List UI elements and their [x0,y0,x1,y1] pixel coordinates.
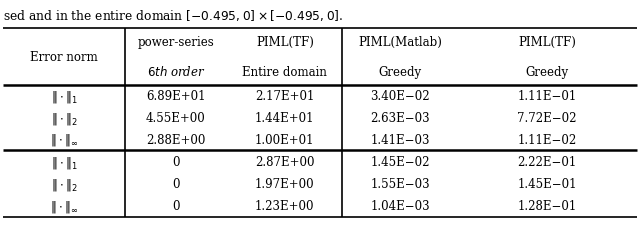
Text: $\|\cdot\|_2$: $\|\cdot\|_2$ [51,110,77,126]
Text: Error norm: Error norm [30,51,98,64]
Text: 2.17E+01: 2.17E+01 [255,90,314,103]
Text: 1.55E−03: 1.55E−03 [370,178,430,190]
Text: $\|\cdot\|_\infty$: $\|\cdot\|_\infty$ [50,132,78,148]
Text: $\|\cdot\|_\infty$: $\|\cdot\|_\infty$ [50,198,78,214]
Text: $\|\cdot\|_2$: $\|\cdot\|_2$ [51,176,77,192]
Text: PIML(TF): PIML(TF) [256,36,314,49]
Text: Greedy: Greedy [378,65,422,79]
Text: 3.40E−02: 3.40E−02 [370,90,430,103]
Text: 1.11E−02: 1.11E−02 [518,133,577,146]
Text: 0: 0 [172,200,180,213]
Text: 4.55E+00: 4.55E+00 [146,112,206,125]
Text: 1.04E−03: 1.04E−03 [370,200,430,213]
Text: 0: 0 [172,155,180,168]
Text: 0: 0 [172,178,180,190]
Text: 7.72E−02: 7.72E−02 [518,112,577,125]
Text: 1.11E−01: 1.11E−01 [518,90,577,103]
Text: 1.41E−03: 1.41E−03 [371,133,429,146]
Text: 2.63E−03: 2.63E−03 [370,112,430,125]
Text: power-series: power-series [138,36,214,49]
Text: 2.87E+00: 2.87E+00 [255,155,314,168]
Text: 1.44E+01: 1.44E+01 [255,112,314,125]
Text: 1.28E−01: 1.28E−01 [518,200,577,213]
Text: 1.45E−01: 1.45E−01 [518,178,577,190]
Text: 1.23E+00: 1.23E+00 [255,200,314,213]
Text: $6th$ order: $6th$ order [147,65,205,79]
Text: PIML(Matlab): PIML(Matlab) [358,36,442,49]
Text: Entire domain: Entire domain [243,65,327,79]
Text: 1.45E−02: 1.45E−02 [371,155,429,168]
Text: 6.89E+01: 6.89E+01 [147,90,205,103]
Text: Greedy: Greedy [525,65,569,79]
Text: 2.22E−01: 2.22E−01 [518,155,577,168]
Text: $\|\cdot\|_1$: $\|\cdot\|_1$ [51,88,77,104]
Text: sed and in the entire domain $[-0.495, 0] \times [-0.495, 0]$.: sed and in the entire domain $[-0.495, 0… [3,8,344,23]
Text: 1.00E+01: 1.00E+01 [255,133,314,146]
Text: PIML(TF): PIML(TF) [518,36,576,49]
Text: $\|\cdot\|_1$: $\|\cdot\|_1$ [51,154,77,170]
Text: 2.88E+00: 2.88E+00 [147,133,205,146]
Text: 1.97E+00: 1.97E+00 [255,178,315,190]
